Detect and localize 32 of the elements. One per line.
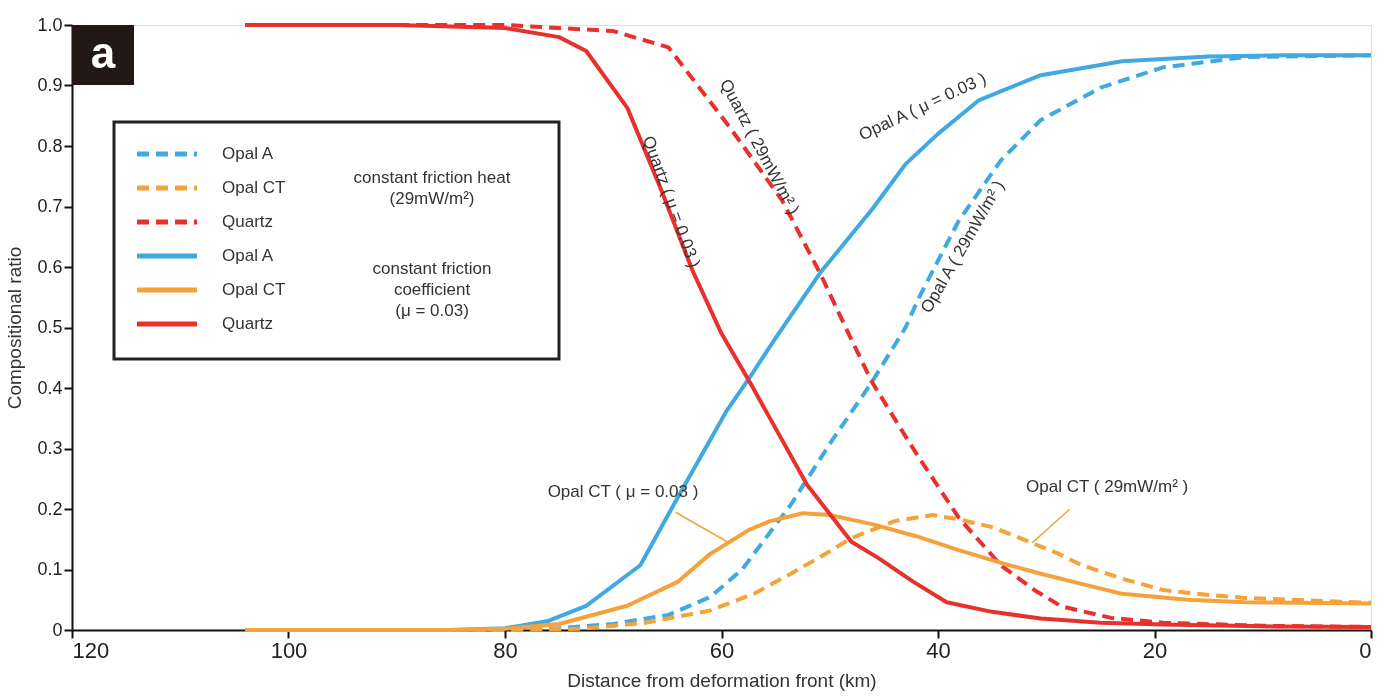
- y-tick-label: 0.9: [37, 75, 63, 95]
- y-tick-label: 0.5: [37, 317, 63, 337]
- legend-label: Opal A: [222, 246, 274, 265]
- legend-label: Opal A: [222, 144, 274, 163]
- x-tick-label: 60: [709, 637, 735, 663]
- x-tick-label: 80: [493, 637, 518, 663]
- x-axis-title: Distance from deformation front (km): [567, 669, 877, 691]
- x-tick-label: 120: [72, 637, 110, 663]
- legend-label: Quartz: [222, 314, 274, 333]
- x-tick-label: 0: [1359, 637, 1372, 663]
- y-tick-label: 0.3: [37, 438, 63, 458]
- y-tick-label: 0.6: [37, 256, 63, 277]
- x-tick-label: 20: [1142, 637, 1168, 663]
- y-tick-label: 0.1: [37, 559, 63, 579]
- y-tick-label: 0.7: [37, 196, 63, 216]
- annotation: Opal A ( μ = 0.03 ): [856, 68, 989, 145]
- y-tick-label: 0.2: [37, 498, 63, 519]
- annotation: Quartz ( μ = 0.03 ): [638, 133, 705, 271]
- legend-label: Opal CT: [222, 178, 286, 197]
- y-tick-label: 0.4: [37, 377, 63, 398]
- annotation: Opal CT ( 29mW/m² ): [1026, 476, 1189, 496]
- y-tick-label: 0.8: [37, 135, 63, 156]
- annotation: constant friction coefficient (μ = 0.03): [372, 259, 492, 320]
- y-tick-label: 0: [52, 619, 63, 640]
- y-axis-title: Compositional ratio: [4, 246, 26, 410]
- y-tick-label: 1.0: [37, 14, 63, 35]
- x-tick-label: 40: [926, 637, 951, 663]
- legend-label: Quartz: [222, 212, 274, 231]
- legend-label: Opal CT: [222, 280, 286, 299]
- x-tick-label: 100: [270, 637, 308, 663]
- annotation: constant friction heat (29mW/m²): [353, 167, 511, 208]
- annotation: a: [90, 28, 116, 77]
